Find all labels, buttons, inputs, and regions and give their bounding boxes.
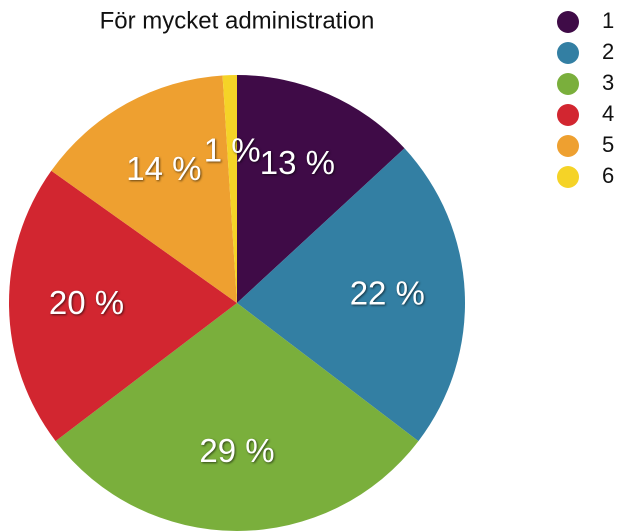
- data-label: 13 %: [260, 144, 335, 181]
- pie-slice: [222, 75, 237, 303]
- legend-label: 5: [602, 132, 614, 157]
- pie-slice: [237, 148, 465, 442]
- data-label: 14 %: [126, 150, 201, 187]
- legend-swatch: [557, 135, 579, 157]
- pie-slice: [51, 75, 237, 303]
- data-label: 20 %: [49, 284, 124, 321]
- legend-label: 4: [602, 101, 614, 126]
- legend-swatch: [557, 11, 579, 33]
- legend-label: 1: [602, 8, 614, 33]
- pie-slice: [8, 170, 237, 442]
- chart-title: För mycket administration: [100, 7, 375, 34]
- pie-slice: [55, 303, 419, 531]
- data-label: 29 %: [199, 432, 274, 469]
- legend-swatch: [557, 166, 579, 188]
- legend-swatch: [557, 104, 579, 126]
- legend-label: 3: [602, 70, 614, 95]
- legend-label: 6: [602, 163, 614, 188]
- data-label: 22 %: [350, 275, 425, 312]
- data-label: 1 %: [204, 131, 261, 168]
- pie-slice: [237, 75, 405, 303]
- legend-label: 2: [602, 39, 614, 64]
- legend-swatch: [557, 42, 579, 64]
- legend-swatch: [557, 73, 579, 95]
